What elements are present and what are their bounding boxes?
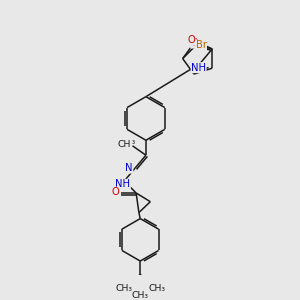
Text: NH: NH — [191, 63, 206, 73]
Text: CH₃: CH₃ — [132, 291, 149, 300]
Text: ₃: ₃ — [131, 137, 134, 146]
Text: CH: CH — [117, 140, 130, 149]
Text: CH₃: CH₃ — [116, 284, 132, 293]
Text: CH₃: CH₃ — [148, 284, 165, 293]
Text: O: O — [112, 187, 120, 197]
Text: O: O — [190, 38, 198, 48]
Text: Br: Br — [196, 40, 206, 50]
Text: O: O — [188, 35, 195, 45]
Text: N: N — [125, 163, 133, 173]
Text: NH: NH — [116, 179, 130, 189]
